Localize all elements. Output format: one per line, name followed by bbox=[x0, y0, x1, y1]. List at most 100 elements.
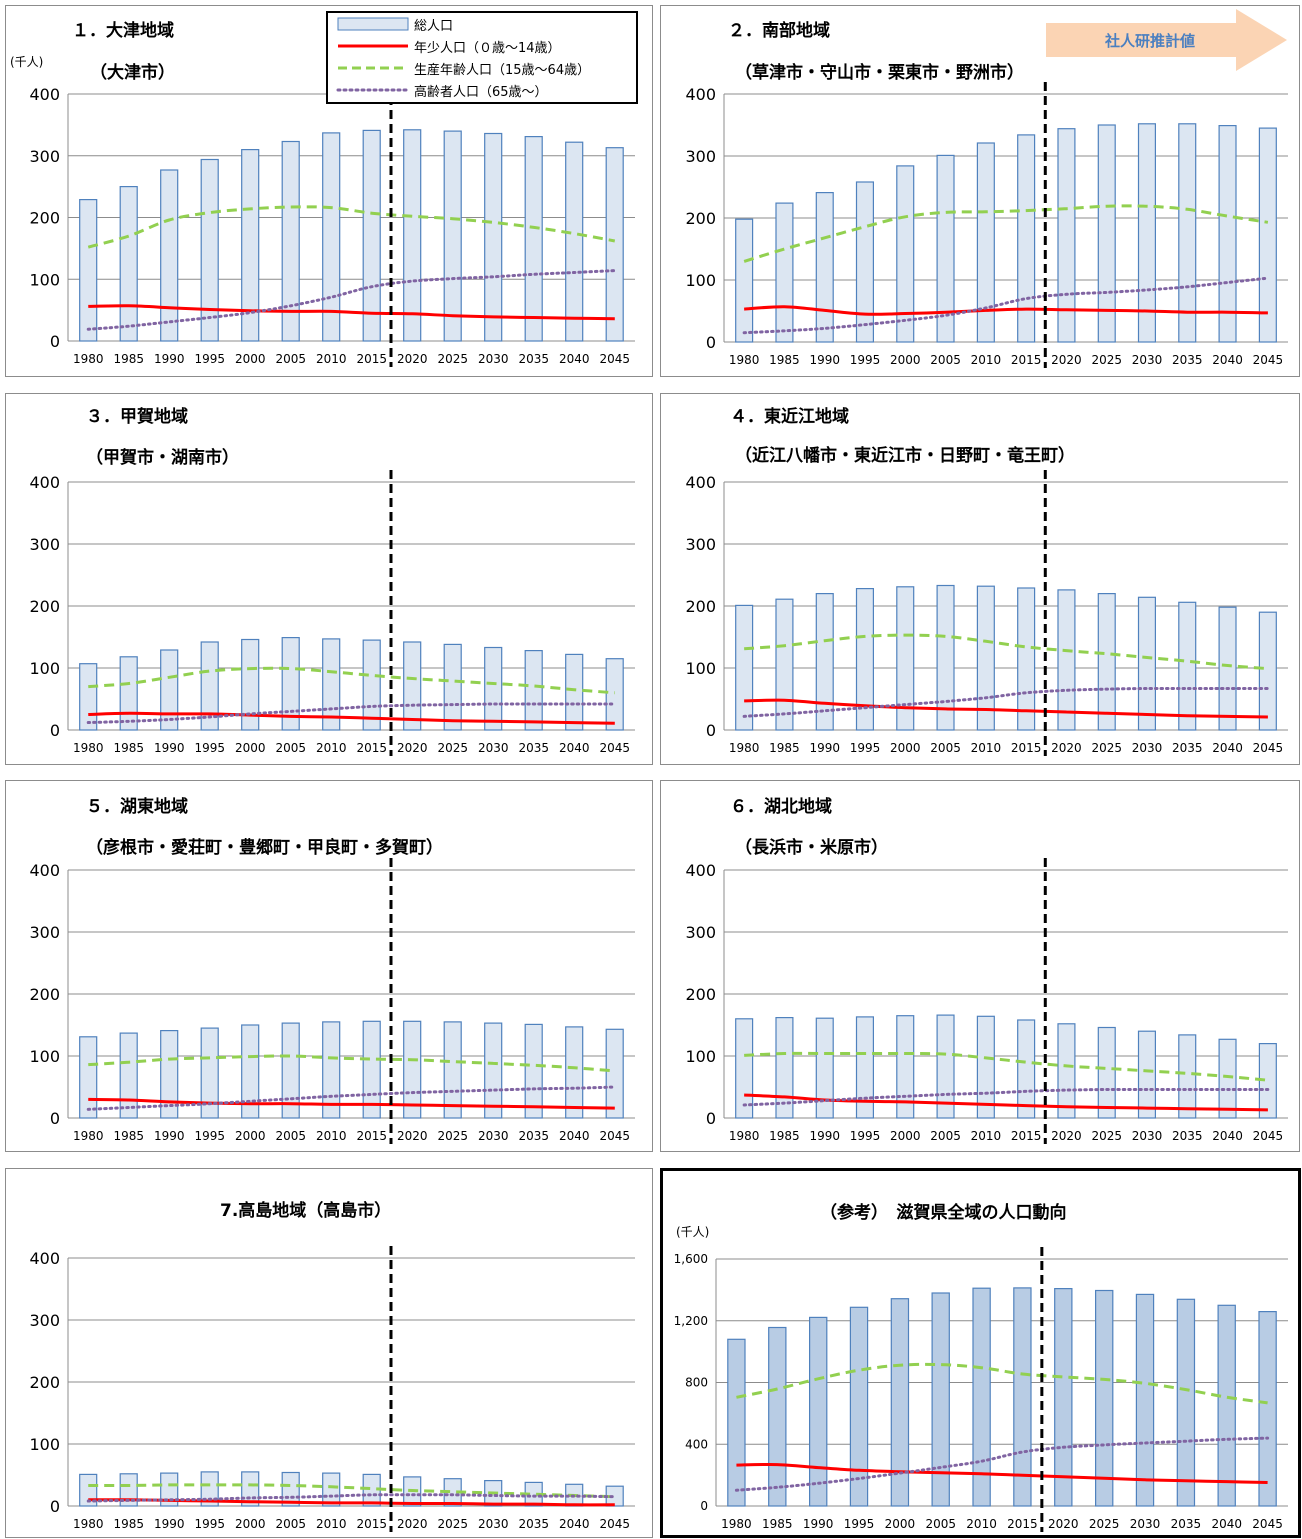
bar-total-1980 bbox=[735, 218, 754, 343]
y-tick-label: 400 bbox=[29, 85, 60, 104]
x-tick-label: 1990 bbox=[809, 1129, 840, 1143]
chart-5: 0 100 200 300 400 1980 1985 1990 1995 2000 2005 201… bbox=[29, 796, 635, 1144]
bar-total-2000 bbox=[241, 638, 260, 731]
bar-total-2040 bbox=[1217, 1304, 1236, 1507]
chart-1: 0 100 200 300 400 1980 1985 1990 1995 2000 2005 201… bbox=[10, 20, 635, 367]
bar-total-2035 bbox=[1176, 1298, 1196, 1507]
y-tick-label: 100 bbox=[685, 659, 716, 678]
bar-total-2035 bbox=[1178, 123, 1197, 343]
bar-total-2015 bbox=[1017, 134, 1036, 343]
x-tick-label: 2040 bbox=[559, 1517, 590, 1531]
y-tick-label: 1,600 bbox=[674, 1252, 708, 1266]
x-tick-label: 2010 bbox=[316, 1517, 347, 1531]
y-tick-label: 300 bbox=[685, 535, 716, 554]
line-young bbox=[88, 304, 615, 321]
bar-total-2015 bbox=[362, 129, 381, 342]
chart-4: 0 100 200 300 400 1980 1985 1990 1995 2000 2005 201… bbox=[685, 406, 1288, 756]
x-tick-label: 1990 bbox=[154, 352, 185, 366]
unit-label: (千人) bbox=[10, 55, 43, 69]
bar-total-2005 bbox=[281, 140, 300, 342]
bar-total-2000 bbox=[896, 1015, 915, 1119]
x-tick-label: 2030 bbox=[478, 352, 509, 366]
y-tick-label: 400 bbox=[29, 861, 60, 880]
x-tick-label: 2030 bbox=[478, 1129, 509, 1143]
x-tick-label: 2020 bbox=[397, 352, 428, 366]
x-tick-label: 2020 bbox=[1051, 1129, 1082, 1143]
bar-total-2040 bbox=[1218, 606, 1237, 731]
y-tick-label: 300 bbox=[29, 535, 60, 554]
x-tick-label: 2020 bbox=[1051, 741, 1082, 755]
y-tick-label: 0 bbox=[50, 332, 60, 351]
bar-total-2000 bbox=[241, 149, 260, 342]
x-tick-label: 2030 bbox=[1132, 1129, 1163, 1143]
legend-item-total: 総人口 bbox=[328, 15, 636, 36]
x-tick-label: 1990 bbox=[803, 1517, 834, 1531]
legend-item-young: 年少人口（０歳～14歳） bbox=[328, 36, 636, 57]
x-tick-label: 2025 bbox=[437, 1517, 468, 1531]
x-tick-label: 2025 bbox=[1091, 353, 1122, 367]
bar-total-2035 bbox=[524, 649, 543, 731]
bar-total-1980 bbox=[79, 1036, 98, 1119]
bar-total-1985 bbox=[119, 186, 138, 342]
bar-total-2020 bbox=[403, 129, 422, 342]
bar-total-2045 bbox=[1258, 611, 1277, 731]
x-tick-label: 2035 bbox=[1172, 1129, 1203, 1143]
line-working bbox=[88, 1054, 615, 1073]
x-tick-label: 2020 bbox=[397, 1129, 428, 1143]
x-tick-label: 2025 bbox=[1091, 1129, 1122, 1143]
x-tick-label: 1995 bbox=[194, 1129, 225, 1143]
bar-total-2025 bbox=[1094, 1289, 1114, 1507]
x-tick-label: 2040 bbox=[559, 352, 590, 366]
chart-subtitle: （草津市・守山市・栗東市・野洲市） bbox=[735, 62, 1024, 83]
bar-total-2015 bbox=[1013, 1287, 1032, 1507]
bar-total-2000 bbox=[890, 1298, 910, 1507]
x-tick-label: 1985 bbox=[769, 1129, 800, 1143]
x-tick-label: 2035 bbox=[1172, 353, 1203, 367]
bar-total-1990 bbox=[808, 1316, 828, 1507]
bar-total-2035 bbox=[1178, 1034, 1197, 1119]
bar-total-2045 bbox=[605, 658, 624, 731]
legend-total-label: 総人口 bbox=[414, 19, 454, 34]
x-tick-label: 2045 bbox=[599, 1129, 630, 1143]
y-tick-label: 100 bbox=[29, 1047, 60, 1066]
line-young bbox=[744, 305, 1268, 316]
x-tick-label: 1990 bbox=[154, 1129, 185, 1143]
bar-total-2030 bbox=[484, 132, 503, 342]
x-tick-label: 2005 bbox=[275, 1517, 306, 1531]
bar-total-2045 bbox=[1258, 127, 1277, 343]
x-tick-label: 2025 bbox=[1091, 741, 1122, 755]
x-tick-label: 2010 bbox=[971, 353, 1002, 367]
bar-total-2030 bbox=[484, 1022, 503, 1119]
x-tick-label: 2015 bbox=[356, 741, 387, 755]
line-elderly bbox=[742, 1087, 1270, 1107]
x-tick-label: 1980 bbox=[73, 741, 104, 755]
bar-total-2045 bbox=[1258, 1310, 1277, 1507]
x-tick-label: 1980 bbox=[73, 1129, 104, 1143]
y-tick-label: 100 bbox=[29, 270, 60, 289]
chart-3: 0 100 200 300 400 1980 1985 1990 1995 2000 2005 201… bbox=[29, 406, 635, 756]
line-young bbox=[88, 711, 615, 725]
y-tick-label: 0 bbox=[706, 721, 716, 740]
bar-total-2010 bbox=[976, 585, 995, 731]
bar-total-2005 bbox=[936, 584, 955, 731]
line-working bbox=[744, 1051, 1269, 1082]
x-tick-label: 2040 bbox=[1211, 1517, 1242, 1531]
x-tick-label: 1985 bbox=[769, 741, 800, 755]
line-elderly bbox=[86, 269, 617, 331]
bar-total-1985 bbox=[119, 656, 138, 731]
x-tick-label: 1980 bbox=[729, 741, 760, 755]
y-tick-label: 200 bbox=[29, 209, 60, 228]
x-tick-label: 2010 bbox=[316, 741, 347, 755]
legend-elderly-label: 高齢者人口（65歳～） bbox=[414, 85, 548, 100]
unit-label: (千人) bbox=[676, 1225, 709, 1239]
chart-title: （参考） 滋賀県全域の人口動向 bbox=[820, 1202, 1067, 1223]
chart-7: 0 100 200 300 400 1980 1985 1990 1995 2000 2005 201… bbox=[29, 1200, 635, 1532]
y-tick-label: 200 bbox=[685, 985, 716, 1004]
chart-title: １．大津地域 bbox=[72, 20, 174, 41]
y-tick-label: 0 bbox=[50, 721, 60, 740]
bar-total-2005 bbox=[281, 636, 300, 731]
bar-total-2000 bbox=[896, 586, 915, 731]
x-tick-label: 2025 bbox=[437, 352, 468, 366]
x-tick-label: 2015 bbox=[1011, 741, 1042, 755]
bar-total-1995 bbox=[200, 1471, 219, 1507]
